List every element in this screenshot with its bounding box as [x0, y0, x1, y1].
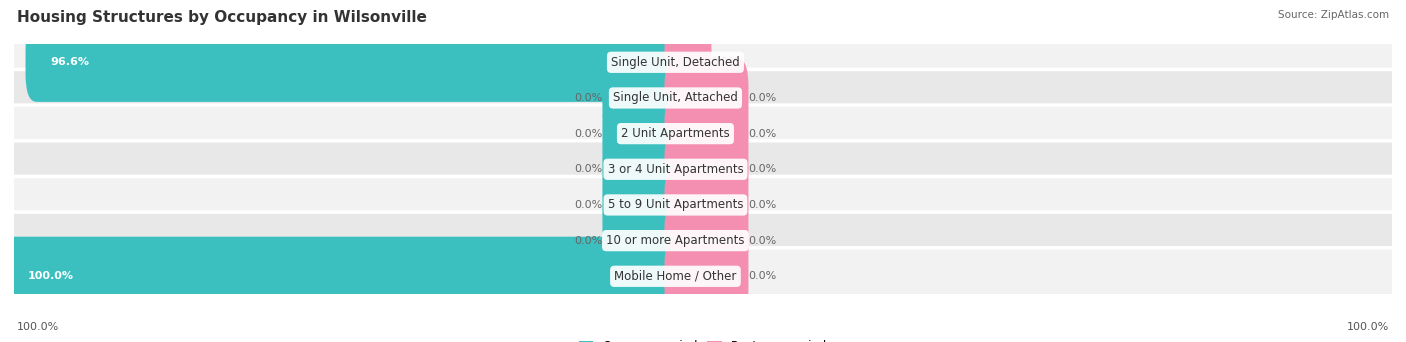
FancyBboxPatch shape — [10, 176, 1396, 234]
FancyBboxPatch shape — [665, 166, 748, 245]
Text: Source: ZipAtlas.com: Source: ZipAtlas.com — [1278, 10, 1389, 20]
Text: 0.0%: 0.0% — [574, 164, 602, 174]
FancyBboxPatch shape — [665, 58, 748, 137]
FancyBboxPatch shape — [602, 58, 686, 137]
Text: Single Unit, Detached: Single Unit, Detached — [612, 56, 740, 69]
Text: 3.5%: 3.5% — [711, 57, 740, 67]
Text: 100.0%: 100.0% — [17, 322, 59, 332]
FancyBboxPatch shape — [10, 248, 1396, 305]
FancyBboxPatch shape — [665, 23, 711, 102]
Text: 0.0%: 0.0% — [574, 236, 602, 246]
Text: 10 or more Apartments: 10 or more Apartments — [606, 234, 745, 247]
Text: 0.0%: 0.0% — [748, 236, 776, 246]
FancyBboxPatch shape — [602, 166, 686, 245]
FancyBboxPatch shape — [10, 212, 1396, 269]
Text: 100.0%: 100.0% — [1347, 322, 1389, 332]
FancyBboxPatch shape — [665, 94, 748, 173]
FancyBboxPatch shape — [665, 237, 748, 316]
Text: 0.0%: 0.0% — [574, 129, 602, 139]
FancyBboxPatch shape — [602, 94, 686, 173]
Text: 100.0%: 100.0% — [28, 271, 75, 281]
Text: 0.0%: 0.0% — [574, 93, 602, 103]
FancyBboxPatch shape — [10, 141, 1396, 198]
Text: 0.0%: 0.0% — [748, 164, 776, 174]
FancyBboxPatch shape — [25, 23, 686, 102]
Legend: Owner-occupied, Renter-occupied: Owner-occupied, Renter-occupied — [574, 336, 832, 342]
Text: 3 or 4 Unit Apartments: 3 or 4 Unit Apartments — [607, 163, 744, 176]
Text: 0.0%: 0.0% — [748, 93, 776, 103]
Text: 0.0%: 0.0% — [748, 271, 776, 281]
FancyBboxPatch shape — [10, 69, 1396, 127]
FancyBboxPatch shape — [602, 130, 686, 209]
Text: Housing Structures by Occupancy in Wilsonville: Housing Structures by Occupancy in Wilso… — [17, 10, 427, 25]
Text: Single Unit, Attached: Single Unit, Attached — [613, 91, 738, 104]
Text: Mobile Home / Other: Mobile Home / Other — [614, 270, 737, 283]
Text: 0.0%: 0.0% — [574, 200, 602, 210]
Text: 5 to 9 Unit Apartments: 5 to 9 Unit Apartments — [607, 198, 744, 211]
Text: 2 Unit Apartments: 2 Unit Apartments — [621, 127, 730, 140]
FancyBboxPatch shape — [10, 34, 1396, 91]
Text: 96.6%: 96.6% — [51, 57, 90, 67]
Text: 0.0%: 0.0% — [748, 200, 776, 210]
FancyBboxPatch shape — [10, 105, 1396, 162]
FancyBboxPatch shape — [665, 130, 748, 209]
FancyBboxPatch shape — [665, 201, 748, 280]
FancyBboxPatch shape — [602, 201, 686, 280]
Text: 0.0%: 0.0% — [748, 129, 776, 139]
FancyBboxPatch shape — [3, 237, 686, 316]
